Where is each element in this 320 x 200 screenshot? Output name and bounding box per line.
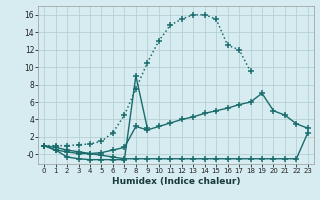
X-axis label: Humidex (Indice chaleur): Humidex (Indice chaleur) — [112, 177, 240, 186]
